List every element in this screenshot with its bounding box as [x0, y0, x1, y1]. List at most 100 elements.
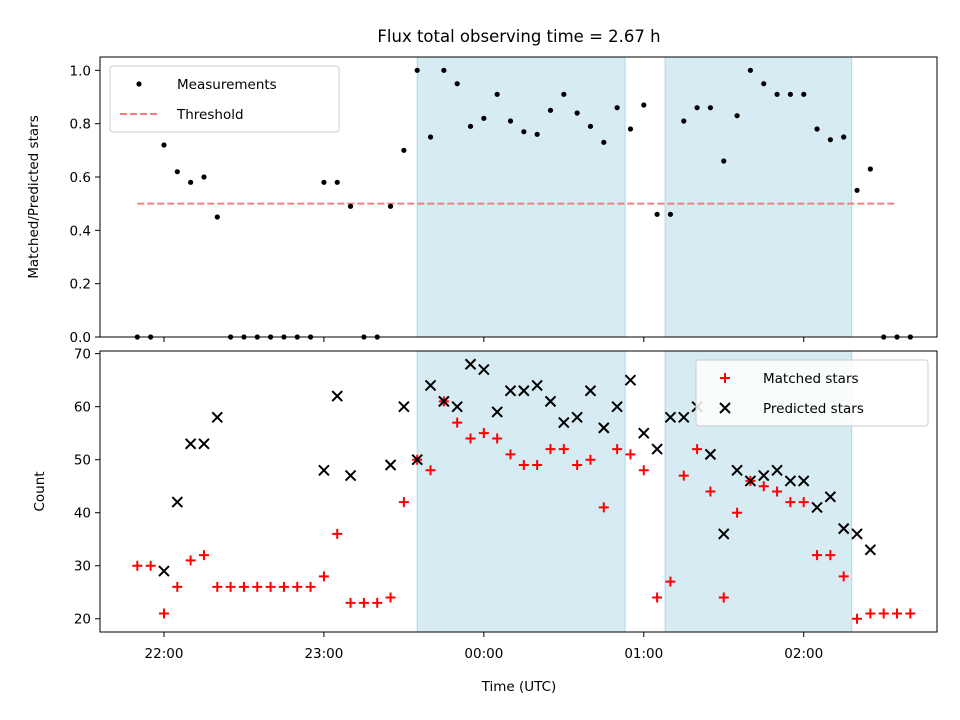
matched-stars-point	[852, 613, 863, 624]
matched-stars-point	[838, 571, 849, 582]
matched-stars-point	[718, 592, 729, 603]
predicted-stars-point	[384, 459, 397, 471]
matched-stars-point	[665, 576, 676, 587]
measurements-point	[774, 91, 780, 97]
matched-stars-point	[758, 481, 769, 492]
measurements-point	[321, 179, 327, 185]
matched-stars-point	[278, 581, 289, 592]
predicted-stars-point	[811, 501, 823, 514]
matched-stars-point	[572, 459, 583, 470]
predicted-stars-point	[584, 385, 597, 397]
measurements-point	[681, 118, 687, 124]
measurements-point	[188, 179, 194, 185]
measurements-point	[854, 187, 860, 193]
legend: Matched stars Predicted stars	[695, 359, 929, 427]
legend-label: Threshold	[176, 107, 244, 123]
predicted-stars-point	[784, 475, 797, 487]
matched-stars-point	[358, 597, 369, 608]
measurements-point	[601, 139, 607, 145]
measurements-point	[534, 131, 540, 137]
predicted-stars-point	[624, 374, 637, 386]
measurements-point	[201, 174, 207, 180]
matched-stars-point	[252, 581, 263, 592]
matched-stars-point	[878, 608, 889, 619]
y-tick-label: 40	[74, 506, 91, 522]
x-tick-label: 00:00	[464, 646, 503, 662]
predicted-stars-point	[344, 469, 357, 482]
predicted-stars-point	[638, 427, 650, 439]
measurements-point	[814, 126, 820, 132]
matched-stars-point	[825, 550, 836, 561]
matched-stars-point	[305, 581, 316, 592]
predicted-stars-point	[478, 363, 490, 376]
matched-stars-point	[625, 449, 636, 460]
matched-stars-point	[185, 555, 196, 566]
matched-stars-point	[372, 597, 383, 608]
measurements-point	[334, 179, 340, 185]
measurements-point	[801, 91, 807, 97]
predicted-stars-point	[211, 411, 223, 423]
matched-stars-point	[638, 465, 649, 476]
measurements-point	[467, 123, 474, 129]
predicted-stars-point	[558, 416, 570, 429]
matched-stars-point	[478, 428, 489, 439]
matched-stars-point	[318, 571, 329, 582]
predicted-stars-point	[411, 453, 423, 466]
measurements-point	[574, 110, 580, 116]
measurements-point	[747, 67, 754, 73]
x-tick-label: 02:00	[784, 646, 823, 662]
y-axis-label: Count	[32, 471, 48, 511]
observing-interval-1	[416, 350, 626, 633]
matched-stars-point	[692, 444, 703, 455]
predicted-stars-point	[571, 411, 583, 423]
matched-stars-point	[598, 502, 609, 513]
predicted-stars-point	[651, 443, 663, 455]
matched-stars-point	[452, 417, 463, 428]
legend-label: Predicted stars	[763, 401, 864, 417]
predicted-stars-point	[518, 385, 530, 397]
count-panel: 20 30 40 50 60 70 22:00 23:00 00:00 01:00 02:00 Cou…	[32, 347, 938, 662]
measurements-point	[161, 142, 167, 148]
predicted-stars-point	[171, 496, 184, 508]
matched-stars-point	[865, 608, 876, 619]
predicted-stars-point	[424, 379, 437, 392]
measurements-point	[694, 105, 700, 111]
predicted-stars-point	[544, 395, 557, 408]
measurements-point	[547, 107, 554, 113]
predicted-stars-point	[331, 390, 343, 402]
matched-stars-point	[505, 449, 516, 460]
matched-stars-point	[492, 433, 503, 444]
matched-stars-point	[385, 592, 396, 603]
legend-marker	[720, 373, 730, 383]
measurements-point	[614, 105, 620, 111]
x-axis-label: Time (UTC)	[481, 679, 557, 695]
matched-stars-point	[225, 581, 236, 592]
matched-stars-point	[772, 486, 783, 497]
predicted-stars-point	[598, 422, 610, 434]
matched-stars-point	[785, 497, 796, 508]
predicted-stars-point	[158, 565, 170, 577]
legend-box	[695, 359, 929, 427]
predicted-stars-point	[851, 528, 863, 540]
matched-stars-point	[345, 597, 356, 608]
legend: Measurements Threshold	[109, 65, 340, 133]
observing-interval-1	[416, 56, 626, 338]
x-tick-label: 22:00	[145, 646, 184, 662]
predicted-stars-point	[184, 438, 197, 450]
legend-label: Matched stars	[763, 371, 859, 387]
matched-stars-point	[798, 497, 809, 508]
matched-stars-point	[172, 581, 183, 592]
measurements-point	[347, 203, 354, 209]
matched-stars-point	[812, 550, 823, 561]
y-tick-label: 0.2	[70, 277, 91, 293]
matched-stars-point	[905, 608, 916, 619]
predicted-stars-point	[731, 464, 743, 476]
measurements-point	[174, 169, 180, 175]
predicted-stars-point	[824, 491, 837, 503]
observing-interval-2	[664, 56, 853, 338]
measurements-point	[787, 91, 793, 97]
measurements-point	[827, 137, 833, 143]
predicted-stars-point	[198, 438, 210, 450]
predicted-stars-point	[438, 395, 450, 408]
